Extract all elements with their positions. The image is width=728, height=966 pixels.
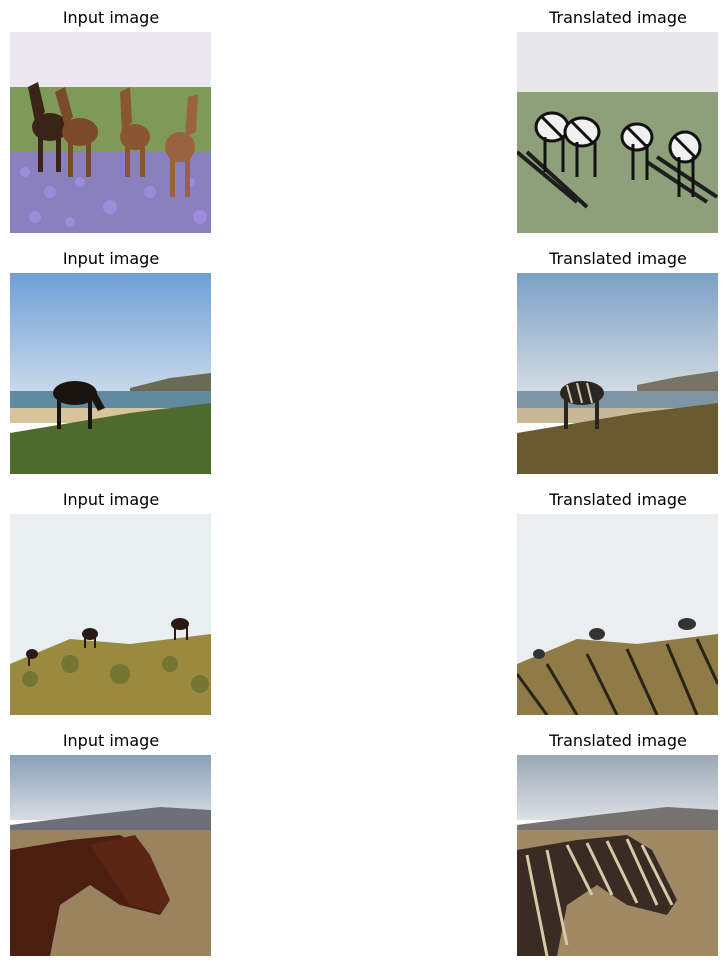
figure-row-3: Input image Translated image — [0, 482, 728, 723]
translated-image-zebra-beach — [517, 273, 718, 474]
input-image-title: Input image — [62, 249, 160, 268]
translated-image-title: Translated image — [549, 249, 687, 268]
figure-row-1: Input image — [0, 0, 728, 241]
input-image-horse-beach — [10, 273, 211, 474]
figure-row-4: Input image Translated image — [0, 723, 728, 964]
translated-image-zebras-hill — [517, 514, 718, 715]
translated-image-zebra-closeup — [517, 755, 718, 956]
input-image-horse-closeup — [10, 755, 211, 956]
input-image-title: Input image — [62, 490, 160, 509]
translated-image-title: Translated image — [549, 731, 687, 750]
translated-image-zebras-meadow — [517, 32, 718, 233]
translated-image-title: Translated image — [549, 8, 687, 27]
input-image-horses-meadow — [10, 32, 211, 233]
translated-image-title: Translated image — [549, 490, 687, 509]
input-image-title: Input image — [62, 731, 160, 750]
input-image-title: Input image — [62, 8, 160, 27]
input-image-horses-hill — [10, 514, 211, 715]
figure-row-2: Input image Translated image — [0, 241, 728, 482]
